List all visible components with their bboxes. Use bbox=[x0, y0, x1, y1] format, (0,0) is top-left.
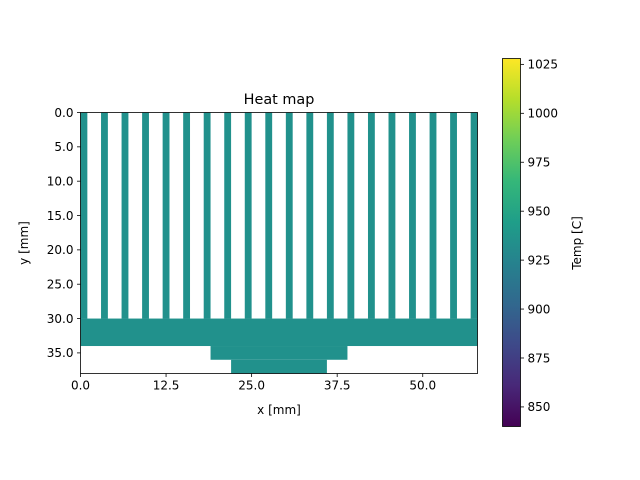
heat-region-fin bbox=[142, 112, 149, 319]
colorbar-tick-label: 900 bbox=[528, 302, 551, 316]
heat-region-fin bbox=[285, 112, 293, 319]
heat-region-fin bbox=[306, 112, 314, 319]
heat-region-fin bbox=[409, 112, 416, 319]
y-axis-label: y [mm] bbox=[17, 221, 31, 265]
colorbar: 850 875 900 925 950 975 1000 1025 Temp [C] bbox=[502, 58, 584, 427]
heat-region-fin bbox=[224, 112, 232, 319]
heat-region-fin bbox=[326, 112, 334, 319]
heat-region-fin bbox=[470, 112, 478, 319]
heat-region-base-plate bbox=[80, 318, 478, 347]
x-tick-label: 0.0 bbox=[71, 379, 90, 393]
x-tick-label: 37.5 bbox=[324, 379, 351, 393]
x-axis-label: x [mm] bbox=[257, 403, 301, 417]
y-tick-label: 35.0 bbox=[47, 346, 74, 360]
x-tick-label: 25.0 bbox=[238, 379, 265, 393]
heat-region-fin bbox=[347, 112, 355, 319]
heat-region-fin bbox=[80, 112, 88, 319]
heat-region-fin bbox=[429, 112, 437, 319]
y-tick-label: 25.0 bbox=[47, 278, 74, 292]
colorbar-tick-label: 875 bbox=[528, 351, 551, 365]
colorbar-tick-label: 850 bbox=[528, 400, 551, 414]
heat-region-step-1 bbox=[210, 346, 348, 360]
heat-region-fin bbox=[121, 112, 129, 319]
colorbar-tick-label: 950 bbox=[528, 204, 551, 218]
y-tick-label: 5.0 bbox=[54, 140, 73, 154]
heat-region-fin bbox=[203, 112, 211, 319]
chart-title: Heat map bbox=[244, 92, 315, 108]
heat-region-fin bbox=[367, 112, 375, 319]
heat-region-fin bbox=[265, 112, 273, 319]
heat-region-fin bbox=[450, 112, 457, 319]
heat-region-fin bbox=[388, 112, 396, 319]
heat-region-fin bbox=[244, 112, 252, 319]
y-tick-label: 0.0 bbox=[54, 106, 73, 120]
x-tick-label: 50.0 bbox=[409, 379, 436, 393]
colorbar-tick-label: 975 bbox=[528, 156, 551, 170]
heat-region-fin bbox=[101, 112, 108, 319]
colorbar-tick-label: 1025 bbox=[528, 58, 559, 72]
y-tick-label: 30.0 bbox=[47, 312, 74, 326]
x-tick-label: 12.5 bbox=[153, 379, 180, 393]
y-tick-label: 20.0 bbox=[47, 243, 74, 257]
colorbar-tick-label: 925 bbox=[528, 253, 551, 267]
plot-area: 0.0 12.5 25.0 37.5 50.0 0.0 5.0 10.0 15.0 20.0 25.… bbox=[17, 92, 478, 417]
heat-region-step-2 bbox=[231, 359, 327, 374]
colorbar-label: Temp [C] bbox=[570, 216, 584, 271]
heat-region-fin bbox=[183, 112, 191, 319]
y-tick-label: 15.0 bbox=[47, 209, 74, 223]
axes-frame bbox=[80, 112, 478, 374]
y-tick-label: 10.0 bbox=[47, 174, 74, 188]
heat-region-fin bbox=[162, 112, 170, 319]
colorbar-tick-label: 1000 bbox=[528, 107, 559, 121]
colorbar-gradient bbox=[502, 58, 521, 427]
